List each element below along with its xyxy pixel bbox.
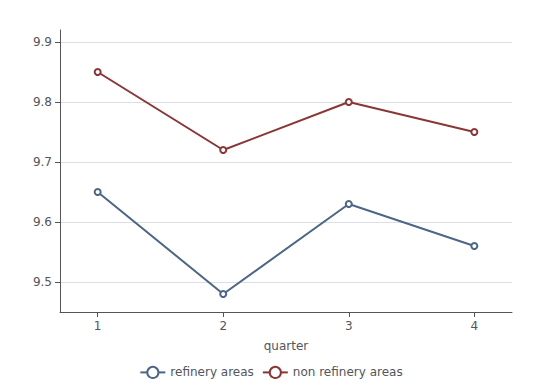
svg-text:3: 3 xyxy=(345,319,353,333)
svg-text:9.7: 9.7 xyxy=(33,155,52,169)
svg-text:9.5: 9.5 xyxy=(33,275,52,289)
svg-text:1: 1 xyxy=(94,319,102,333)
svg-text:non refinery areas: non refinery areas xyxy=(293,365,403,379)
svg-text:refinery areas: refinery areas xyxy=(170,365,253,379)
svg-text:9.8: 9.8 xyxy=(33,95,52,109)
svg-text:4: 4 xyxy=(471,319,479,333)
svg-text:2: 2 xyxy=(219,319,227,333)
svg-text:quarter: quarter xyxy=(264,339,309,353)
svg-text:9.9: 9.9 xyxy=(33,35,52,49)
svg-text:9.6: 9.6 xyxy=(33,215,52,229)
